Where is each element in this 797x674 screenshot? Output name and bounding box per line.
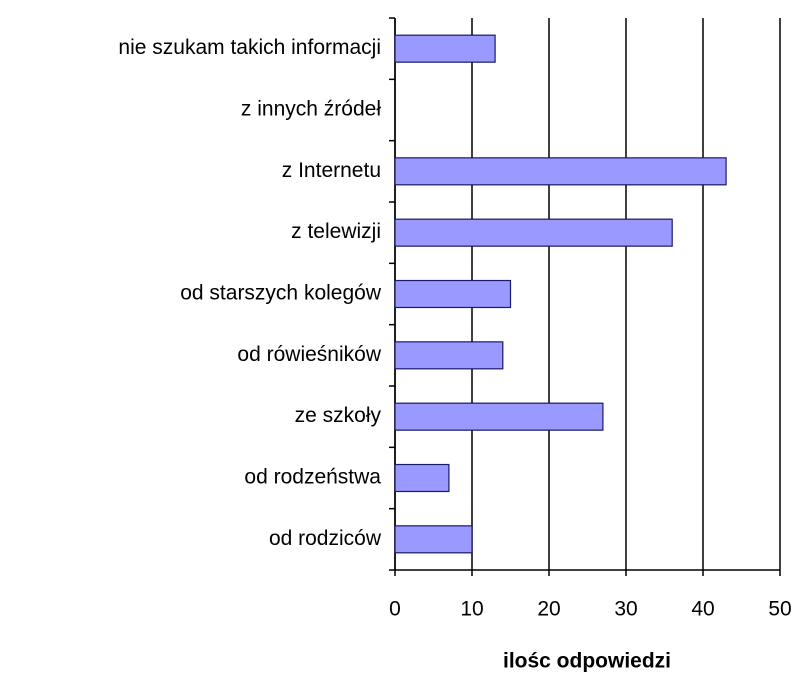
bar xyxy=(394,463,450,493)
x-tick-label: 30 xyxy=(614,598,637,621)
y-tick-label: nie szukam takich informacji xyxy=(118,36,381,59)
bar xyxy=(394,341,504,370)
bar xyxy=(394,279,512,309)
y-tick-label: od rodziców xyxy=(269,527,382,550)
bar xyxy=(394,402,604,431)
x-tick-label: 20 xyxy=(537,598,560,621)
x-tick-label: 10 xyxy=(460,598,483,621)
y-tick-label: od rodzeństwa xyxy=(244,466,381,489)
y-tick-label: od rówieśników xyxy=(237,343,381,366)
bar xyxy=(394,525,473,554)
y-tick-label: z innych źródeł xyxy=(241,98,381,121)
y-tick-label: z Internetu xyxy=(282,159,381,182)
bar xyxy=(394,157,727,186)
y-tick-label: ze szkoły xyxy=(295,404,382,427)
x-tick-label: 0 xyxy=(389,598,401,621)
x-axis-label: ilośc odpowiedzi xyxy=(503,650,671,673)
x-tick-label: 40 xyxy=(691,598,714,621)
x-tick-label: 50 xyxy=(768,598,791,621)
bar xyxy=(394,218,673,247)
y-tick-label: od starszych kolegów xyxy=(180,282,382,305)
y-tick-label: z telewizji xyxy=(291,220,381,243)
bar xyxy=(394,34,496,63)
